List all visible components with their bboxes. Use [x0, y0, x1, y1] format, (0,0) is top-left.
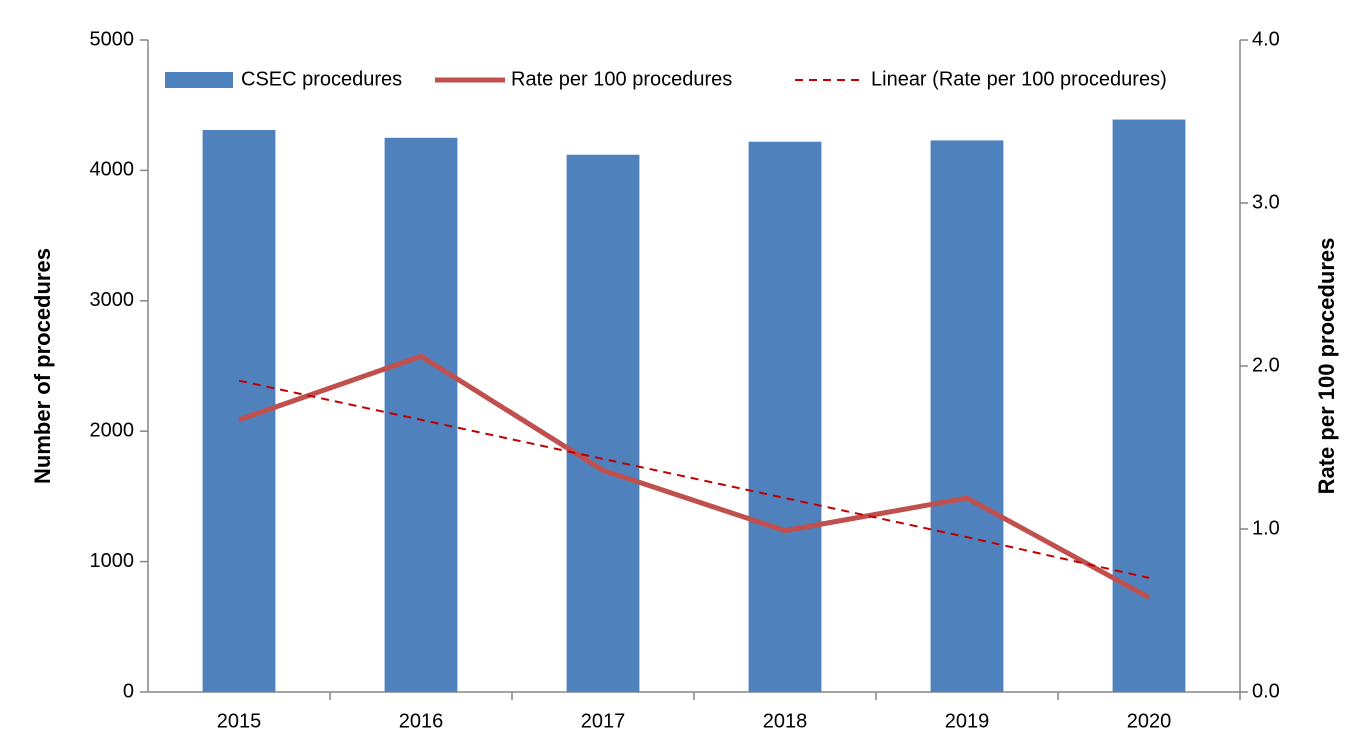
- x-tick-label: 2016: [399, 710, 444, 732]
- legend-swatch: [165, 72, 233, 88]
- y2-tick-label: 1.0: [1252, 517, 1280, 539]
- x-tick-label: 2019: [945, 710, 990, 732]
- y-tick-label: 3000: [90, 289, 135, 311]
- bar: [1112, 119, 1186, 692]
- y-tick-label: 4000: [90, 159, 135, 181]
- x-tick-label: 2018: [763, 710, 808, 732]
- trend-line: [238, 379, 1150, 579]
- bar: [930, 140, 1004, 692]
- legend-label: CSEC procedures: [241, 68, 402, 90]
- y2-axis-title: Rate per 100 procedures: [1314, 238, 1339, 495]
- y-axis-title: Number of procedures: [30, 248, 55, 484]
- y-tick-label: 0: [123, 680, 134, 702]
- legend-label: Rate per 100 procedures: [511, 68, 732, 90]
- bar: [566, 154, 640, 692]
- y2-tick-label: 4.0: [1252, 28, 1280, 50]
- y2-tick-label: 2.0: [1252, 354, 1280, 376]
- bar: [748, 141, 822, 692]
- y2-tick-label: 3.0: [1252, 191, 1280, 213]
- x-tick-label: 2015: [217, 710, 262, 732]
- y-tick-label: 5000: [90, 28, 135, 50]
- x-tick-label: 2017: [581, 710, 626, 732]
- y2-tick-label: 0.0: [1252, 680, 1280, 702]
- x-tick-label: 2020: [1127, 710, 1172, 732]
- y-tick-label: 2000: [90, 419, 135, 441]
- legend-label: Linear (Rate per 100 procedures): [871, 68, 1167, 90]
- y-tick-label: 1000: [90, 550, 135, 572]
- line: [238, 353, 1151, 600]
